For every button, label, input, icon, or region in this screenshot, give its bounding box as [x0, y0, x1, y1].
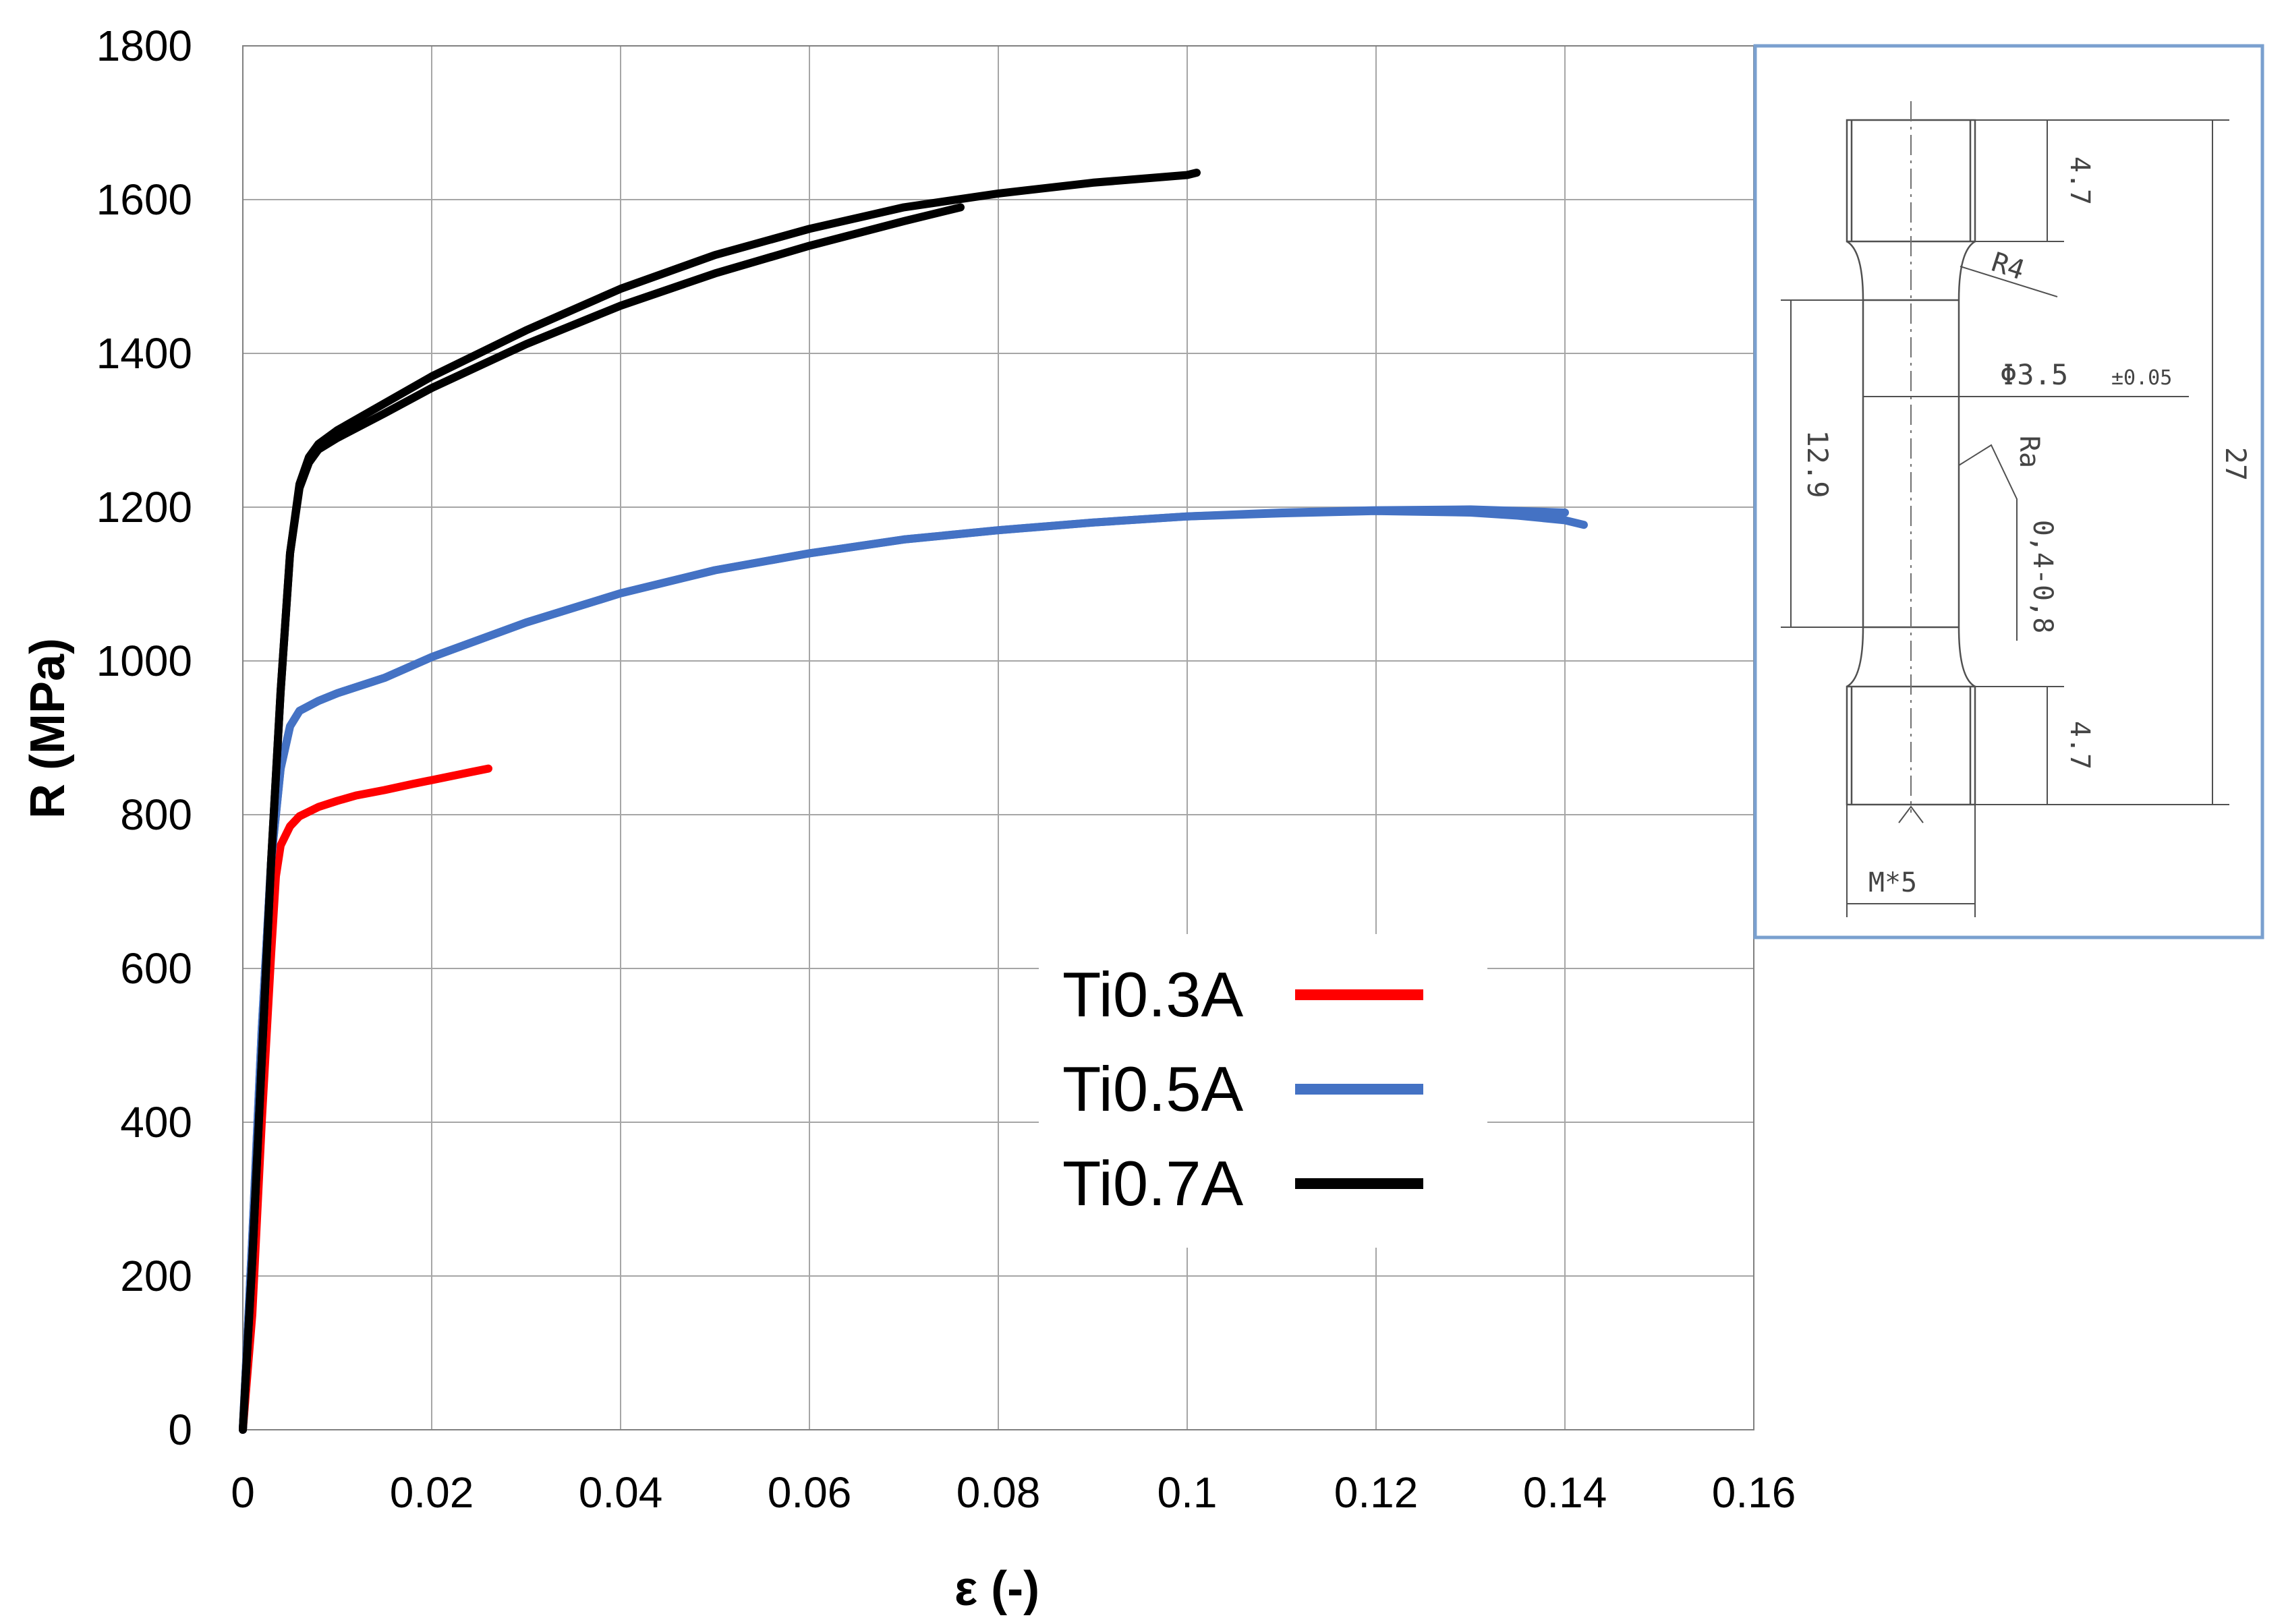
dim-bottom-grip: 4.7	[2064, 721, 2095, 770]
x-tick-label: 0.04	[579, 1468, 663, 1517]
inset-frame	[1753, 44, 2264, 939]
series-line-Ti0.5A-2	[239, 506, 1588, 1434]
dim-roughness-value: 0,4-0,8	[2027, 520, 2058, 634]
y-tick-label: 1600	[96, 175, 192, 224]
legend-label-Ti0.5A: Ti0.5A	[1062, 1053, 1243, 1124]
x-tick-label: 0.14	[1523, 1468, 1607, 1517]
legend-label-Ti0.7A: Ti0.7A	[1062, 1148, 1243, 1219]
y-tick-label: 800	[120, 790, 192, 839]
y-tick-label: 1800	[96, 22, 192, 70]
x-tick-label: 0.02	[390, 1468, 474, 1517]
dim-tolerance: ±0.05	[2111, 366, 2172, 390]
y-tick-labels: 0 200 400 600 800 1000 1200 1400 1600 1800	[96, 22, 192, 1454]
y-tick-label: 1000	[96, 637, 192, 685]
series-line-Ti0.7A-2	[239, 203, 965, 1434]
dim-top-grip: 4.7	[2064, 156, 2095, 205]
dim-thread: M*5	[1868, 867, 1917, 898]
y-tick-label: 400	[120, 1098, 192, 1147]
x-tick-labels: 0 0.02 0.04 0.06 0.08 0.1 0.12 0.14 0.16	[231, 1468, 1796, 1517]
x-axis-label: ε (-)	[954, 1562, 1039, 1616]
x-tick-label: 0.1	[1158, 1468, 1218, 1517]
y-axis-label: R (MPa)	[21, 638, 75, 819]
y-tick-label: 600	[120, 944, 192, 993]
y-tick-label: 0	[168, 1405, 192, 1454]
legend-label-Ti0.3A: Ti0.3A	[1062, 959, 1243, 1030]
y-tick-label: 1200	[96, 483, 192, 531]
x-tick-label: 0.16	[1712, 1468, 1796, 1517]
y-tick-label: 200	[120, 1252, 192, 1300]
x-tick-label: 0.06	[768, 1468, 852, 1517]
dim-roughness-symbol: Ra	[2013, 436, 2045, 468]
series-layer	[239, 169, 1588, 1434]
legend: Ti0.3A Ti0.5A Ti0.7A	[1039, 934, 1487, 1248]
series-Ti0.7A	[239, 169, 1201, 1434]
dimension-lines	[1781, 119, 2229, 917]
dim-total-length: 27	[2219, 447, 2252, 482]
y-tick-label: 1400	[96, 329, 192, 378]
dim-gauge-length: 12.9	[1801, 430, 1834, 498]
dim-diameter: Φ3.5	[2000, 358, 2068, 391]
specimen-drawing-inset: 4.7 R4 Φ3.5 ±0.05 12.9 Ra 0,4-0,8 27 4.7…	[1753, 44, 2264, 939]
x-tick-label: 0.12	[1334, 1468, 1419, 1517]
x-tick-label: 0	[231, 1468, 255, 1517]
x-tick-label: 0.08	[956, 1468, 1041, 1517]
